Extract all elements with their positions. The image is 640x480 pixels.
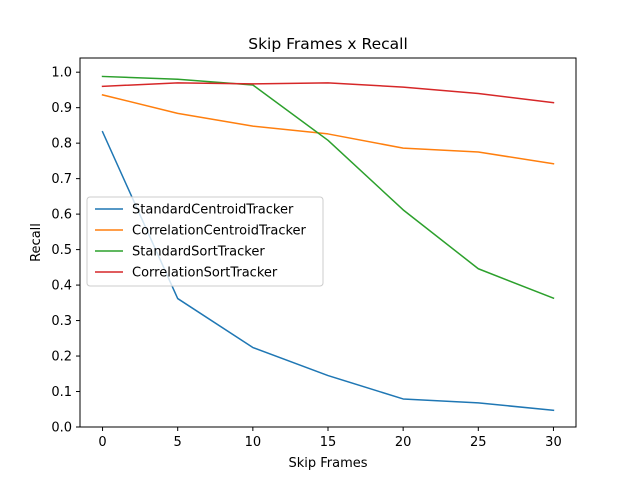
y-tick-label: 0.9 (51, 101, 72, 116)
x-axis-label: Skip Frames (288, 456, 367, 471)
y-tick-label: 0.2 (51, 350, 72, 365)
y-tick-label: 0.5 (51, 243, 72, 258)
series-line-correlation-sort-tracker (101, 82, 555, 104)
legend: StandardCentroidTracker CorrelationCentro… (86, 196, 324, 287)
axis-ticks: 0 5 10 15 20 25 30 0.0 0.1 0.2 0.3 0.4 0.5 0.6 0.7 0.8 0… (51, 66, 561, 450)
legend-label: StandardSortTracker (132, 245, 265, 260)
y-tick-label: 0.3 (51, 314, 72, 329)
y-tick-label: 0.0 (51, 421, 72, 436)
legend-label: StandardCentroidTracker (132, 203, 294, 218)
y-tick-label: 0.8 (51, 137, 72, 152)
y-tick-label: 0.4 (51, 279, 72, 294)
y-tick-label: 0.1 (51, 385, 72, 400)
y-tick-label: 0.6 (51, 208, 72, 223)
plot-frame (79, 57, 577, 428)
legend-box (86, 196, 324, 287)
series-line-standard-sort-tracker (101, 75, 555, 300)
x-tick-label: 30 (545, 435, 562, 450)
chart-title: Skip Frames x Recall (248, 35, 408, 53)
series-lines (101, 75, 555, 412)
x-tick-label: 25 (470, 435, 487, 450)
y-axis-label: Recall (29, 223, 44, 262)
legend-label: CorrelationSortTracker (132, 266, 278, 281)
y-tick-label: 1.0 (51, 66, 72, 81)
series-line-standard-centroid-tracker (101, 130, 555, 412)
x-tick-label: 10 (245, 435, 262, 450)
x-tick-label: 0 (98, 435, 106, 450)
x-tick-label: 20 (395, 435, 412, 450)
y-tick-label: 0.7 (51, 172, 72, 187)
x-tick-label: 5 (174, 435, 182, 450)
x-tick-label: 15 (320, 435, 337, 450)
legend-label: CorrelationCentroidTracker (132, 224, 307, 239)
series-line-correlation-centroid-tracker (101, 93, 555, 165)
